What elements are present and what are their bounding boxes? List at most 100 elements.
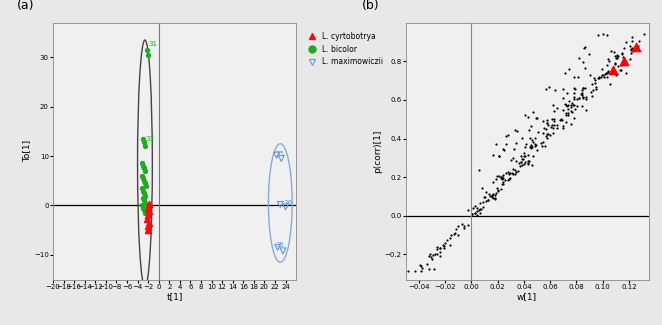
Point (142, 52, 153, 58)
Point (581, 94, 591, 99)
Point (547, 117, 557, 122)
Point (138, 140, 149, 145)
Point (557, 118, 568, 123)
Point (549, 108, 559, 113)
Point (138, 176, 148, 181)
Point (474, 167, 485, 172)
Point (524, 145, 535, 150)
Point (574, 56, 585, 61)
Point (497, 182, 508, 187)
Point (507, 172, 518, 177)
Point (480, 194, 491, 200)
Point (526, 143, 536, 148)
Point (138, 198, 149, 203)
Point (626, 39, 637, 44)
Point (495, 186, 506, 191)
Point (588, 87, 598, 92)
Point (561, 119, 571, 124)
Point (562, 103, 573, 108)
Point (432, 246, 443, 252)
Point (491, 141, 501, 146)
Text: 35: 35 (275, 242, 284, 248)
Point (523, 161, 534, 166)
Point (426, 255, 437, 260)
Point (569, 86, 580, 92)
Point (583, 52, 594, 57)
Point (516, 159, 527, 164)
Point (542, 121, 552, 126)
Point (558, 107, 569, 112)
Point (616, 50, 627, 55)
Point (576, 91, 587, 97)
Point (624, 44, 635, 49)
Point (612, 55, 622, 60)
Point (603, 56, 614, 61)
Point (541, 86, 551, 92)
Point (578, 85, 589, 90)
Point (515, 153, 526, 159)
Point (137, 203, 148, 208)
Point (516, 162, 527, 167)
Point (542, 117, 552, 122)
Point (537, 144, 547, 149)
Point (600, 71, 610, 76)
Point (608, 68, 618, 73)
Point (545, 133, 555, 138)
Point (567, 109, 577, 114)
Point (516, 136, 527, 141)
Point (523, 114, 534, 120)
Point (603, 58, 614, 63)
Point (518, 162, 529, 167)
Point (469, 203, 480, 209)
Point (569, 90, 579, 96)
Point (509, 127, 520, 133)
Point (577, 87, 588, 93)
Point (139, 208, 150, 213)
Point (590, 77, 600, 82)
Point (593, 32, 604, 37)
Point (603, 68, 614, 73)
Point (510, 140, 521, 146)
Point (490, 195, 500, 201)
Point (591, 86, 601, 91)
Point (466, 211, 477, 216)
Point (497, 182, 508, 187)
Point (417, 266, 428, 271)
Point (501, 170, 512, 176)
Point (494, 154, 504, 159)
Point (538, 139, 548, 145)
Point (524, 127, 535, 133)
Point (601, 70, 612, 75)
Point (621, 71, 632, 76)
Point (563, 67, 574, 72)
Point (627, 34, 638, 39)
Point (566, 121, 577, 126)
Point (546, 124, 557, 129)
Point (471, 208, 482, 214)
Point (272, 245, 283, 250)
Point (578, 95, 589, 100)
Point (563, 107, 573, 112)
Point (439, 243, 449, 248)
Point (606, 49, 616, 54)
Point (543, 122, 553, 127)
Point (567, 100, 577, 105)
Point (616, 52, 627, 57)
Point (435, 245, 446, 251)
Point (610, 72, 621, 78)
Point (528, 140, 538, 145)
Point (573, 75, 583, 80)
Point (626, 47, 637, 52)
Point (490, 193, 500, 198)
Point (577, 93, 587, 98)
Point (524, 158, 535, 163)
Point (467, 205, 478, 211)
Point (530, 135, 541, 140)
Point (536, 141, 547, 146)
Point (602, 74, 612, 79)
Point (558, 125, 569, 130)
Point (612, 64, 623, 69)
Point (520, 153, 531, 158)
Point (475, 207, 485, 212)
Point (634, 38, 644, 43)
